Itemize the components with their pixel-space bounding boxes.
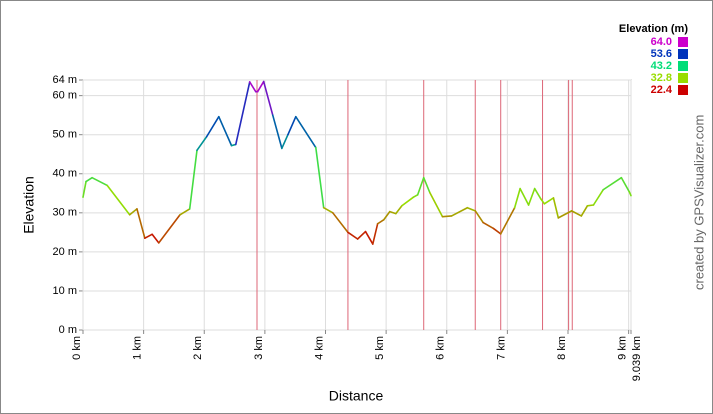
line-segment <box>376 219 385 225</box>
line-segment <box>422 176 431 194</box>
legend-label: 22.4 <box>651 84 673 96</box>
y-tick-label: 50 m <box>53 129 77 141</box>
plot-area <box>82 79 632 331</box>
x-tick-label: 9.039 km <box>631 336 643 381</box>
line-segment <box>527 187 536 206</box>
legend-title: Elevation (m) <box>619 23 688 35</box>
line-segment <box>294 115 317 149</box>
line-segment <box>441 215 453 218</box>
legend-label: 32.8 <box>651 72 672 84</box>
line-segment <box>382 210 391 221</box>
x-tick-label: 9 km <box>617 336 629 360</box>
line-segment <box>412 194 419 198</box>
line-segment <box>248 81 257 93</box>
line-segment <box>539 197 546 205</box>
line-segment <box>205 115 220 138</box>
line-segment <box>388 210 397 215</box>
line-segment <box>364 230 374 245</box>
line-segment <box>256 80 265 93</box>
line-segment <box>543 197 555 205</box>
line-segment <box>482 221 495 230</box>
legend-label: 43.2 <box>651 60 672 72</box>
line-segment <box>218 115 233 147</box>
line-segment <box>315 146 325 209</box>
x-tick-label: 7 km <box>495 336 507 360</box>
line-segment <box>196 135 208 152</box>
line-segment <box>262 80 274 116</box>
line-segment <box>557 210 573 219</box>
line-segment <box>151 233 160 244</box>
line-segment <box>322 206 334 214</box>
legend-swatch <box>678 73 688 83</box>
line-segment <box>620 176 631 193</box>
line-segment <box>428 191 444 218</box>
line-segment <box>157 213 181 244</box>
x-tick-label: 4 km <box>313 336 325 360</box>
line-segment <box>281 133 289 150</box>
x-tick-label: 1 km <box>132 336 144 360</box>
line-segment <box>533 187 542 200</box>
line-segment <box>85 176 93 183</box>
legend-label: 64.0 <box>651 36 672 48</box>
legend-swatch <box>678 85 688 95</box>
y-tick-label: 0 m <box>59 324 77 336</box>
line-segment <box>356 230 367 240</box>
line-segment <box>552 197 560 219</box>
line-segment <box>416 176 425 196</box>
line-segment <box>592 188 604 206</box>
line-segment <box>580 204 589 217</box>
line-segment <box>586 204 595 207</box>
x-tick-label: 6 km <box>435 336 447 360</box>
x-axis-title: Distance <box>329 388 384 404</box>
legend-swatch <box>678 61 688 71</box>
y-axis-title: Elevation <box>21 176 37 234</box>
line-segment <box>287 115 297 136</box>
line-segment <box>188 149 198 210</box>
x-tick-label: 5 km <box>374 336 386 360</box>
x-tick-label: 3 km <box>253 336 265 360</box>
line-segment <box>271 114 283 150</box>
line-segment <box>395 204 403 215</box>
line-segment <box>602 176 623 191</box>
x-tick-label: 8 km <box>556 336 568 360</box>
x-tick-label: 0 km <box>71 336 83 360</box>
y-tick-label: 30 m <box>53 207 77 219</box>
line-segment <box>179 208 191 216</box>
y-tick-label: 20 m <box>53 246 77 258</box>
legend-swatch <box>678 49 688 59</box>
line-segment <box>136 208 146 240</box>
line-segment <box>450 206 469 217</box>
line-segment <box>106 184 131 216</box>
line-segment <box>513 187 521 209</box>
legend-label: 53.6 <box>651 48 672 60</box>
x-tick-label: 2 km <box>192 336 204 360</box>
y-tick-label: 40 m <box>53 168 77 180</box>
line-segment <box>401 196 415 207</box>
line-segment <box>144 233 153 240</box>
y-tick-label: 64 m <box>53 74 77 86</box>
y-tick-label: 10 m <box>53 285 77 297</box>
line-segment <box>499 206 516 235</box>
line-segment <box>234 81 251 146</box>
credit: created by GPSVisualizer.com <box>691 115 706 290</box>
y-tick-label: 60 m <box>53 90 77 102</box>
line-segment <box>466 206 477 212</box>
line-segment <box>628 190 632 197</box>
line-segment <box>128 208 138 216</box>
line-segment <box>91 176 109 187</box>
line-segment <box>331 212 349 234</box>
line-segment <box>570 210 583 217</box>
legend-swatch <box>678 37 688 47</box>
line-segment <box>371 222 379 245</box>
line-segment <box>492 227 502 235</box>
line-segment <box>82 180 87 198</box>
line-segment <box>519 187 530 206</box>
line-segment <box>347 231 359 240</box>
line-segment <box>474 210 484 224</box>
